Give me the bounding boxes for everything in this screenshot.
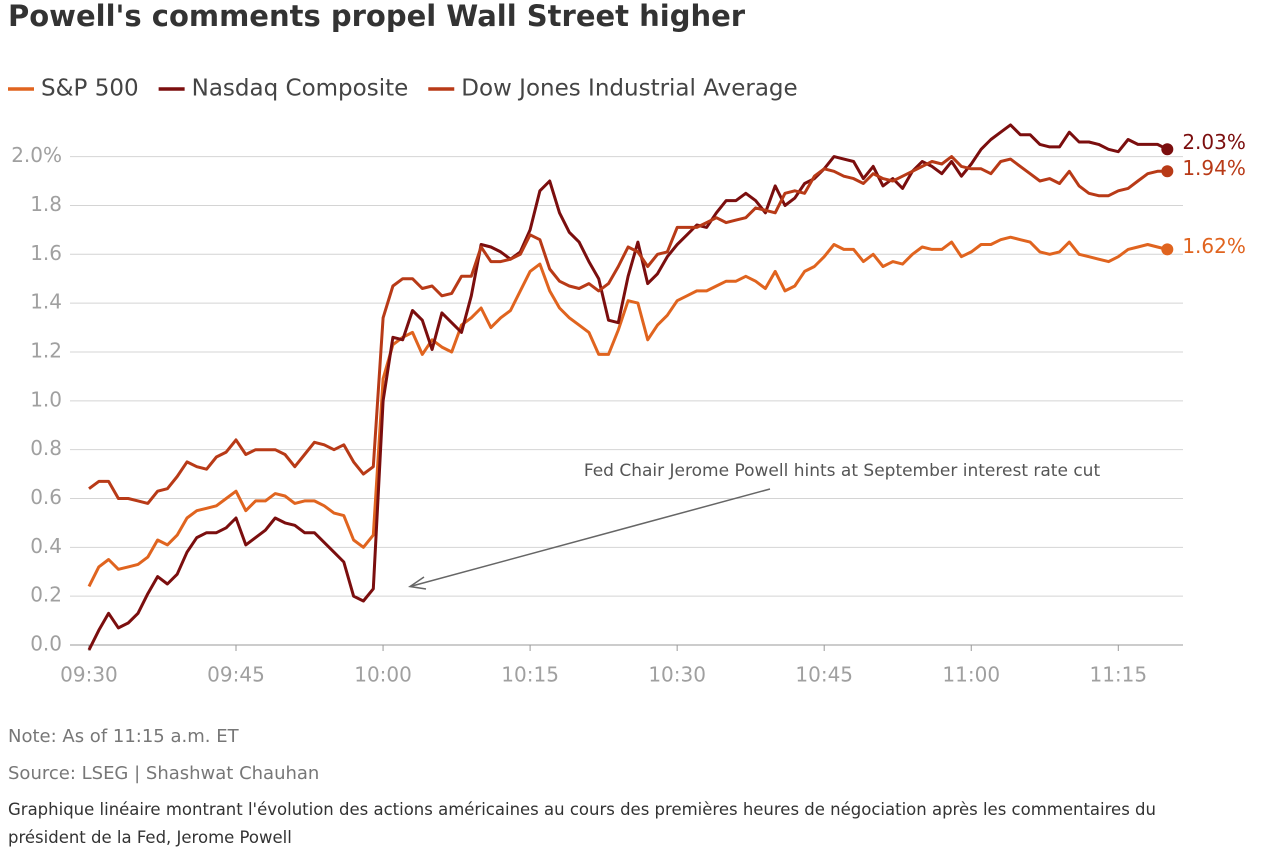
series-line bbox=[87, 235, 1168, 588]
annotation: Fed Chair Jerome Powell hints at Septemb… bbox=[584, 461, 1101, 481]
chart-title: Powell's comments propel Wall Street hig… bbox=[8, 0, 746, 33]
x-tick-label: 09:30 bbox=[60, 663, 118, 687]
y-tick-label: 1.4 bbox=[30, 290, 62, 314]
annotation-arrow bbox=[411, 488, 771, 587]
legend-label: Nasdaq Composite bbox=[192, 76, 409, 102]
legend: S&P 500 Nasdaq Composite Dow Jones Industr… bbox=[8, 76, 798, 102]
y-tick-label: 2.0% bbox=[11, 143, 62, 167]
y-tick-label: 0.2 bbox=[30, 583, 62, 607]
y-tick-label: 1.8 bbox=[30, 192, 62, 216]
end-point bbox=[1161, 243, 1174, 256]
plot-area: 1.62% 2.03%1.94% bbox=[87, 123, 1246, 651]
legend-item: Nasdaq Composite bbox=[158, 76, 409, 102]
x-tick-label: 11:15 bbox=[1089, 663, 1147, 687]
series-line bbox=[87, 123, 1168, 651]
end-label: 2.03% bbox=[1182, 130, 1246, 154]
legend-label: Dow Jones Industrial Average bbox=[461, 76, 797, 102]
legend-item: Dow Jones Industrial Average bbox=[428, 76, 798, 102]
y-tick-label: 1.2 bbox=[30, 338, 62, 362]
y-tick-label: 0.6 bbox=[30, 485, 62, 509]
y-tick-label: 0.0 bbox=[30, 632, 62, 656]
legend-item: S&P 500 bbox=[8, 76, 139, 102]
end-point bbox=[1161, 165, 1174, 178]
end-label: 1.94% bbox=[1182, 156, 1246, 180]
x-tick-label: 10:30 bbox=[648, 663, 706, 687]
y-tick-label: 1.0 bbox=[30, 387, 62, 411]
y-tick-label: 0.8 bbox=[30, 436, 62, 460]
x-tick-label: 10:15 bbox=[501, 663, 559, 687]
legend-label: S&P 500 bbox=[41, 76, 139, 102]
chart: Powell's comments propel Wall Street hig… bbox=[8, 0, 1246, 687]
end-label: 1.62% bbox=[1182, 234, 1246, 258]
series-line bbox=[88, 155, 1168, 505]
grid: 0.0 0.2 0.4 0.6 0.8 1.0 1.2 1.4 1.6 1.8 2.0% 09:30 0… bbox=[11, 143, 1183, 687]
x-tick-label: 10:45 bbox=[795, 663, 853, 687]
x-tick-label: 11:00 bbox=[942, 663, 1000, 687]
y-tick-label: 1.6 bbox=[30, 241, 62, 265]
end-point bbox=[1161, 143, 1174, 156]
note: Note: As of 11:15 a.m. ET bbox=[8, 726, 239, 747]
x-tick-label: 10:00 bbox=[354, 663, 412, 687]
description: Graphique linéaire montrant l'évolution … bbox=[8, 800, 1156, 847]
source: Source: LSEG | Shashwat Chauhan bbox=[8, 763, 320, 784]
x-tick-label: 09:45 bbox=[207, 663, 265, 687]
y-tick-label: 0.4 bbox=[30, 534, 62, 558]
annotation-arrowhead bbox=[408, 576, 427, 590]
